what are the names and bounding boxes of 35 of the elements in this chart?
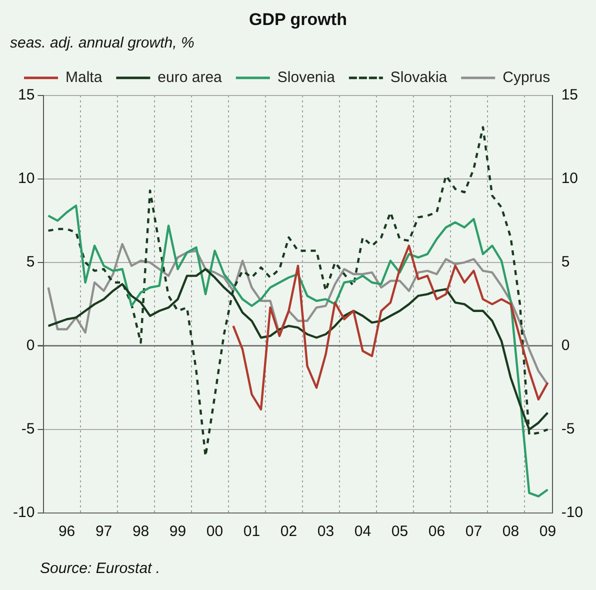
- x-tick-label: 05: [391, 523, 408, 540]
- legend-label: Malta: [66, 69, 103, 86]
- line-series: [47, 126, 549, 458]
- x-tick-label: 06: [428, 523, 446, 540]
- y2-tick-label: 0: [561, 337, 570, 354]
- y2-tick-label: 5: [561, 254, 570, 271]
- x-tick-label: 04: [354, 523, 372, 540]
- x-tick-label: 08: [502, 523, 520, 540]
- y-tick-label: 5: [26, 254, 35, 271]
- chart-subtitle: seas. adj. annual growth, %: [10, 34, 194, 52]
- x-tick-label: 03: [317, 523, 334, 540]
- y-tick-label: 10: [18, 170, 35, 188]
- y2-tick-label: -5: [561, 420, 575, 438]
- chart-title: GDP growth: [249, 10, 347, 29]
- x-tick-label: 99: [169, 523, 186, 540]
- x-tick-label: 02: [280, 523, 298, 540]
- y2-tick-label: -10: [561, 504, 584, 522]
- x-tick-label: 96: [58, 523, 76, 540]
- x-tick-label: 98: [132, 523, 150, 540]
- legend-label: euro area: [158, 69, 223, 86]
- x-tick-label: 09: [539, 523, 556, 540]
- y-tick-label: -5: [21, 420, 35, 438]
- y2-tick-label: 15: [561, 86, 578, 104]
- y-tick-label: 15: [18, 86, 35, 104]
- y-tick-label: 0: [26, 337, 35, 354]
- x-tick-label: 97: [95, 523, 112, 540]
- legend-label: Cyprus: [502, 69, 550, 86]
- x-tick-label: 07: [465, 523, 482, 540]
- x-tick-label: 00: [206, 523, 224, 540]
- x-tick-label: 01: [243, 523, 260, 540]
- y2-tick-label: 10: [561, 170, 578, 188]
- legend-label: Slovakia: [390, 69, 448, 86]
- y-tick-label: -10: [12, 504, 35, 522]
- legend-label: Slovenia: [277, 69, 336, 86]
- source-note: Source: Eurostat .: [40, 560, 160, 577]
